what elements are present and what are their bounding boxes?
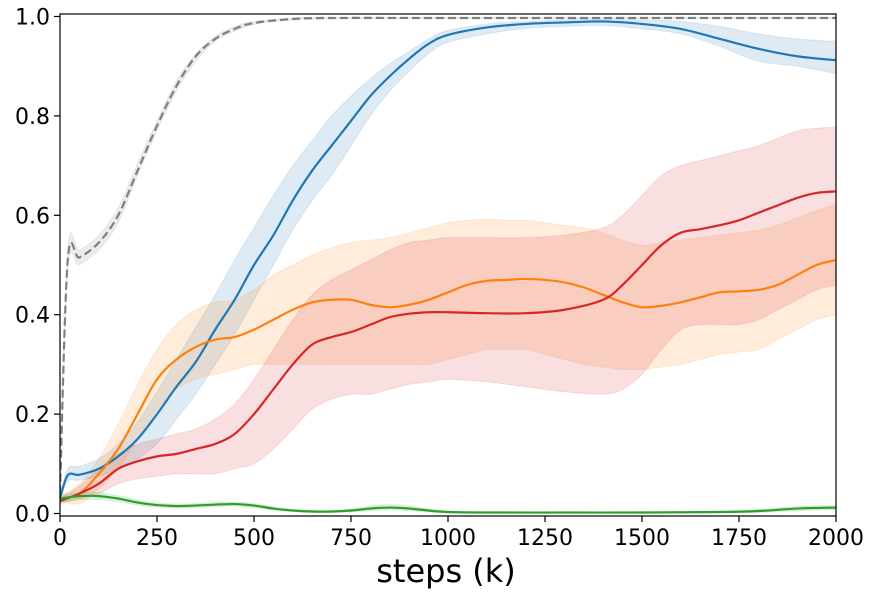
band-blue (60, 18, 836, 499)
plot-area (60, 16, 836, 514)
x-tick-label: 1750 (711, 526, 767, 551)
x-tick-label: 1500 (614, 526, 670, 551)
x-tick-label: 0 (53, 526, 67, 551)
line-green (60, 494, 836, 514)
line-gray-dashed (60, 16, 836, 494)
x-axis-label: steps (k) (376, 552, 516, 590)
x-tick-label: 1000 (420, 526, 476, 551)
y-tick-label: 1.0 (15, 5, 50, 30)
y-tick-label: 0.0 (15, 503, 50, 528)
band-green (60, 491, 836, 514)
band-red (60, 126, 836, 505)
x-tick-label: 2000 (808, 526, 864, 551)
x-axis-ticks: 0 250 500 750 1000 1250 1500 1750 2000 (53, 516, 864, 551)
series-group (60, 16, 836, 514)
y-axis-ticks: 0.0 0.2 0.4 0.6 0.8 1.0 (15, 5, 60, 528)
y-tick-label: 0.2 (15, 403, 50, 428)
line-orange (60, 258, 836, 500)
band-orange (60, 203, 836, 505)
x-tick-label: 500 (233, 526, 275, 551)
y-tick-label: 0.8 (15, 105, 50, 130)
x-tick-label: 250 (136, 526, 178, 551)
x-tick-label: 1250 (517, 526, 573, 551)
line-red (60, 190, 836, 503)
y-tick-label: 0.4 (15, 304, 50, 329)
line-blue (60, 20, 836, 499)
x-tick-label: 750 (330, 526, 372, 551)
y-tick-label: 0.6 (15, 204, 50, 229)
